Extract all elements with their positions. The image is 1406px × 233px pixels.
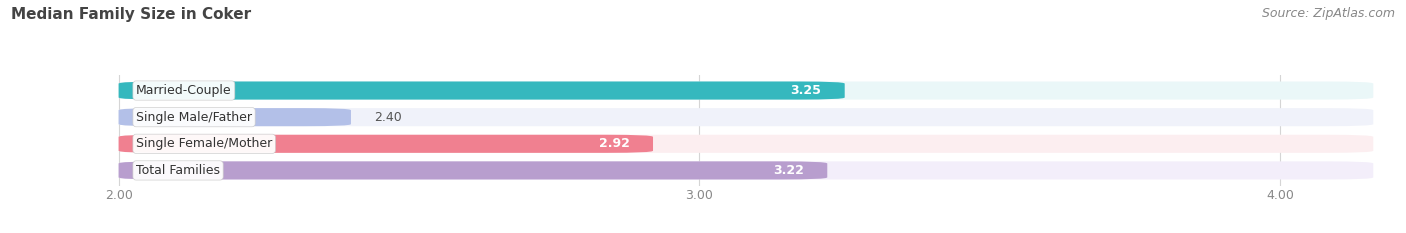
Text: Married-Couple: Married-Couple: [136, 84, 232, 97]
FancyBboxPatch shape: [118, 108, 352, 126]
Text: Median Family Size in Coker: Median Family Size in Coker: [11, 7, 252, 22]
FancyBboxPatch shape: [118, 82, 845, 99]
Text: Source: ZipAtlas.com: Source: ZipAtlas.com: [1261, 7, 1395, 20]
FancyBboxPatch shape: [118, 161, 827, 179]
Text: 3.25: 3.25: [790, 84, 821, 97]
Text: Single Male/Father: Single Male/Father: [136, 111, 252, 124]
Text: 3.22: 3.22: [773, 164, 804, 177]
Text: 2.92: 2.92: [599, 137, 630, 150]
FancyBboxPatch shape: [118, 135, 652, 153]
Text: 2.40: 2.40: [374, 111, 402, 124]
FancyBboxPatch shape: [118, 82, 1374, 99]
FancyBboxPatch shape: [118, 161, 1374, 179]
Text: Single Female/Mother: Single Female/Mother: [136, 137, 273, 150]
Text: Total Families: Total Families: [136, 164, 221, 177]
FancyBboxPatch shape: [118, 135, 1374, 153]
FancyBboxPatch shape: [118, 108, 1374, 126]
